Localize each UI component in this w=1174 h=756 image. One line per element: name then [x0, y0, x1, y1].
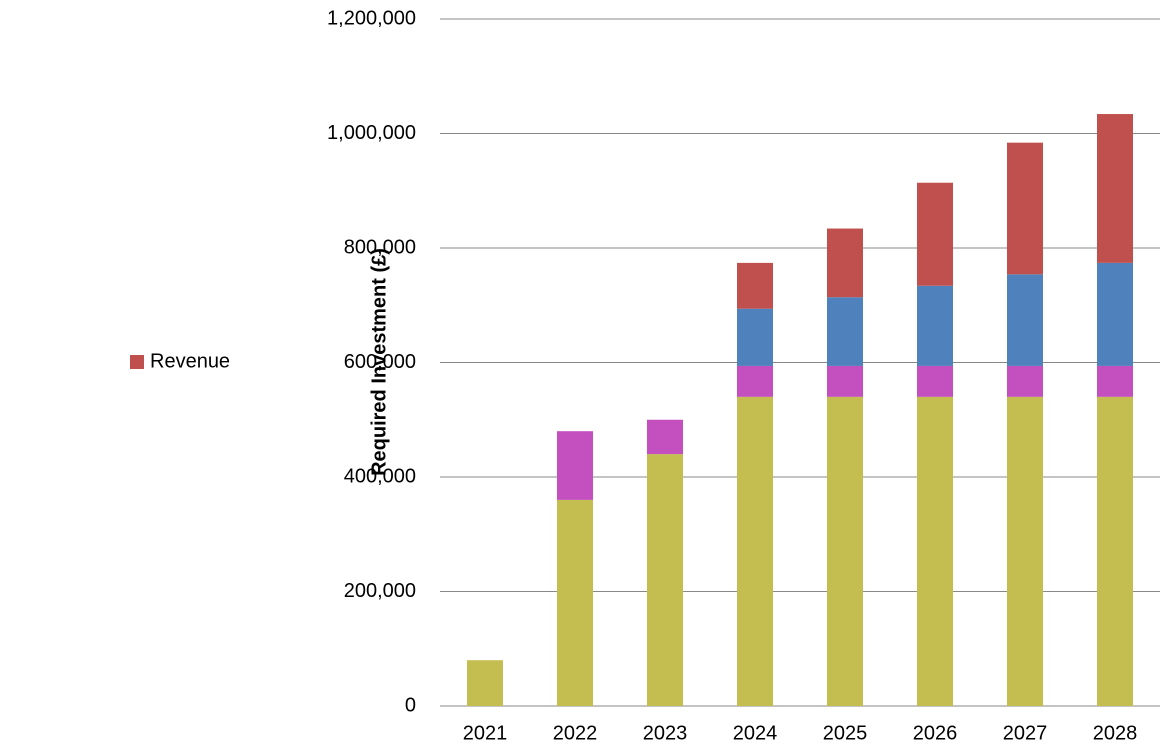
- bar-segment: [1097, 365, 1133, 397]
- y-tick-label: 200,000: [344, 580, 416, 602]
- legend-swatch: [130, 355, 144, 369]
- bar-segment: [827, 297, 863, 366]
- bar-segment: [1097, 396, 1133, 706]
- bar-segment: [917, 365, 953, 397]
- y-tick-label: 600,000: [344, 351, 416, 373]
- bar-segment: [827, 228, 863, 298]
- bar-segment: [557, 431, 593, 500]
- x-tick-label: 2022: [553, 722, 598, 744]
- x-tick-label: 2021: [463, 722, 508, 744]
- y-tick-label: 400,000: [344, 465, 416, 487]
- x-tick-label: 2026: [913, 722, 958, 744]
- y-tick-label: 0: [405, 694, 416, 716]
- bar-segment: [1007, 396, 1043, 706]
- x-tick-label: 2028: [1093, 722, 1138, 744]
- x-tick-label: 2023: [643, 722, 688, 744]
- y-tick-label: 1,000,000: [327, 122, 416, 144]
- x-tick-label: 2025: [823, 722, 868, 744]
- y-tick-label: 1,200,000: [327, 7, 416, 29]
- y-tick-label: 800,000: [344, 236, 416, 258]
- bar-segment: [647, 419, 683, 455]
- x-tick-label: 2024: [733, 722, 778, 744]
- x-tick-label: 2027: [1003, 722, 1048, 744]
- bar-segment: [737, 396, 773, 706]
- bar-segment: [467, 660, 503, 706]
- bar-segment: [917, 182, 953, 286]
- bar-segment: [1097, 262, 1133, 366]
- bar-segment: [1007, 365, 1043, 397]
- bar-segment: [1007, 142, 1043, 275]
- bar-segment: [737, 308, 773, 366]
- bar-segment: [917, 285, 953, 366]
- bar-segment: [557, 499, 593, 706]
- bar-segment: [827, 365, 863, 397]
- bar-segment: [1007, 274, 1043, 366]
- bar-segment: [647, 454, 683, 706]
- y-axis-label: Required Investment (£): [368, 248, 390, 476]
- bar-segment: [737, 365, 773, 397]
- bar-segment: [827, 396, 863, 706]
- bar-segment: [917, 396, 953, 706]
- bar-segment: [737, 262, 773, 309]
- bar-segment: [1097, 114, 1133, 263]
- legend-label: Revenue: [150, 350, 230, 372]
